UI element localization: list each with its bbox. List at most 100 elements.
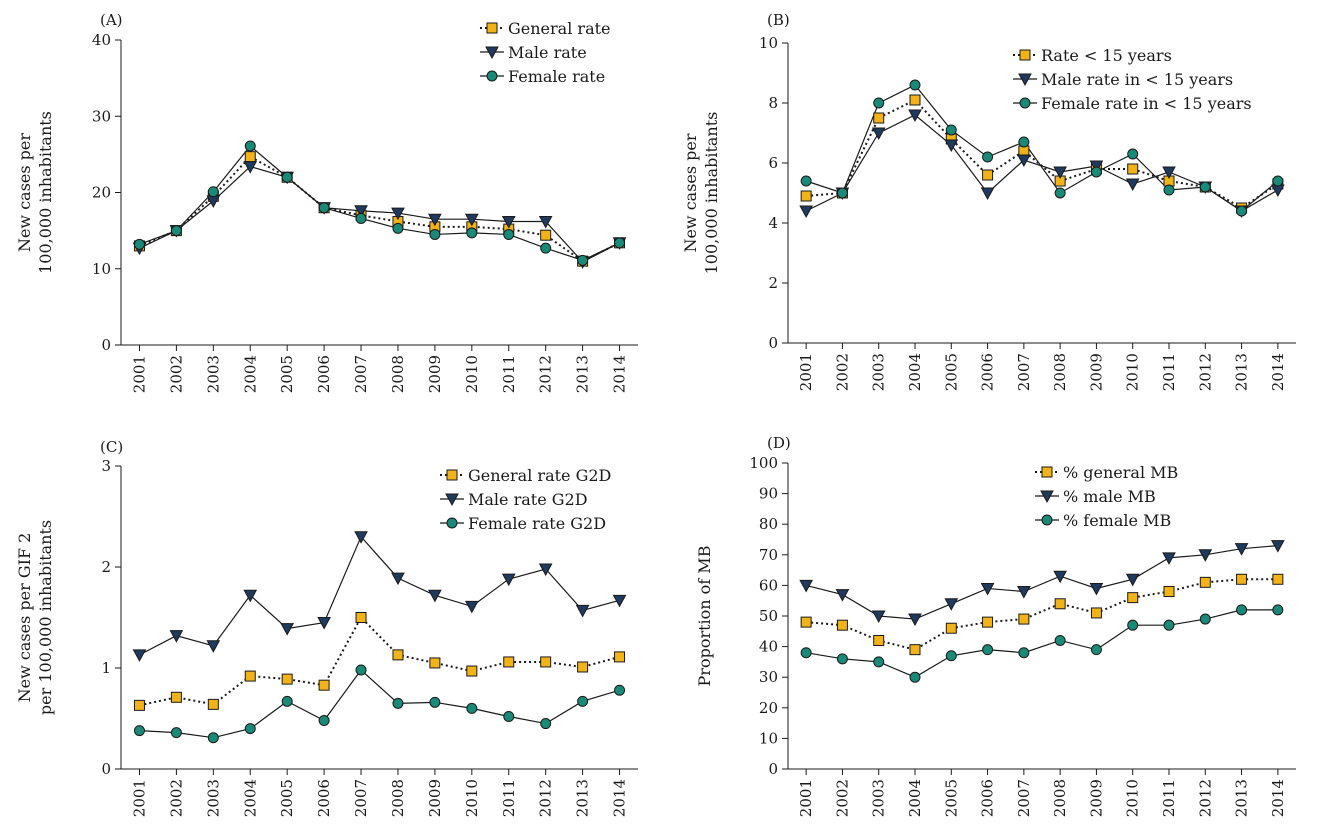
data-point-c-1 [206, 640, 221, 653]
data-point-a-1 [464, 213, 479, 227]
data-point-d-0 [1236, 573, 1248, 585]
legend-marker [446, 517, 458, 529]
data-point-b-0 [982, 169, 994, 181]
data-point-c-2 [614, 684, 626, 696]
x-tick-label: 2007 [352, 355, 370, 393]
x-tick-label: 2014 [611, 779, 629, 817]
data-point-c-2 [281, 695, 293, 707]
x-tick-label: 2001 [797, 779, 815, 817]
data-point-d-2 [909, 671, 921, 683]
data-point-d-2 [982, 644, 994, 656]
data-point-b-2 [1090, 166, 1102, 178]
panel-label-c: (C) [100, 438, 123, 456]
data-point-a-1 [538, 215, 553, 229]
y-tick-label: 0 [768, 760, 778, 778]
data-point-c-1 [169, 630, 184, 643]
legend-label: General rate G2D [468, 466, 611, 485]
data-point-b-0 [800, 190, 812, 202]
data-point-c-2 [244, 723, 256, 735]
y-tick-label: 10 [759, 729, 778, 747]
x-tick-label: 2011 [500, 779, 518, 817]
series-line-d-2 [806, 609, 1278, 678]
y-tick-label: 10 [92, 260, 111, 278]
panel-d: (D) 0 10 20 30 40 50 60 70 80 90 100 2001 2002 2003 200… [695, 434, 1296, 817]
x-tick-label: 2014 [1269, 779, 1287, 817]
panel-b: (B) 0 2 4 6 8 10 2001 2002 2003 2004 2005 2006 2007 20… [681, 11, 1296, 391]
y-tick-label: 50 [759, 607, 778, 625]
x-tick-label: 2005 [278, 779, 296, 817]
data-point-d-2 [1272, 604, 1284, 616]
data-point-d-0 [1054, 598, 1066, 610]
data-point-c-1 [575, 604, 590, 618]
data-point-c-0 [355, 612, 367, 623]
data-point-a-2 [170, 225, 182, 237]
legend-b: Rate < 15 years Male rate in < 15 years Fe… [1013, 46, 1252, 113]
x-tick-label: 2004 [906, 779, 924, 817]
data-point-c-1 [317, 617, 331, 630]
data-point-c-1 [354, 531, 368, 544]
y-axis-title-a: New cases per [15, 133, 34, 252]
data-point-d-0 [1090, 607, 1102, 619]
data-point-d-1 [1017, 586, 1031, 599]
x-tick-label: 2013 [574, 355, 592, 393]
data-point-a-0 [244, 151, 256, 163]
x-tick-label: 2009 [1087, 779, 1105, 817]
legend-label: Male rate [508, 43, 587, 62]
x-tick-label: 2006 [315, 355, 333, 393]
data-point-d-0 [1272, 573, 1284, 585]
data-point-c-1 [243, 589, 258, 603]
x-tick-label: 2011 [500, 355, 518, 393]
data-point-d-1 [1053, 570, 1067, 584]
data-point-c-1 [538, 563, 553, 577]
x-tick-label: 2005 [278, 355, 296, 393]
series-line-a-1 [139, 165, 620, 263]
y-tick-label: 80 [759, 515, 778, 533]
x-tick-label: 2002 [167, 779, 185, 817]
data-point-b-2 [1054, 187, 1066, 199]
data-point-a-2 [244, 140, 256, 152]
y-tick-label: 30 [759, 668, 778, 686]
series-line-b-1 [805, 114, 1279, 212]
data-point-b-2 [873, 97, 885, 109]
data-point-a-2 [207, 186, 219, 198]
data-point-c-0 [207, 698, 219, 710]
y-tick-label: 100 [749, 454, 778, 472]
data-point-a-2 [355, 212, 367, 224]
data-point-d-0 [982, 616, 994, 628]
x-tick-label: 2002 [167, 355, 185, 393]
x-tick-label: 2014 [611, 355, 629, 393]
x-tick-label: 2006 [315, 779, 333, 817]
data-point-d-2 [1127, 619, 1139, 631]
data-point-c-0 [281, 673, 293, 685]
data-point-a-0 [540, 229, 552, 241]
y-tick-label: 30 [92, 107, 111, 125]
y-tick-label: 10 [759, 34, 778, 52]
data-point-a-1 [501, 215, 516, 229]
data-point-a-2 [133, 238, 145, 250]
data-point-c-0 [577, 661, 589, 673]
data-point-c-1 [501, 573, 516, 587]
x-tick-label: 2008 [389, 355, 407, 393]
data-point-b-2 [909, 79, 921, 91]
panel-label-b: (B) [767, 11, 790, 29]
data-point-d-1 [835, 589, 850, 602]
data-point-d-1 [1089, 582, 1104, 596]
data-point-b-1 [1125, 178, 1140, 192]
x-tick-label: 2012 [537, 779, 555, 817]
y-axis-title-b: 100,000 inhabitants [702, 112, 721, 275]
data-point-a-1 [243, 161, 258, 174]
legend-a: General rate Male rate Female rate [480, 19, 611, 86]
y-tick-label: 20 [92, 184, 111, 202]
x-tick-label: 2002 [833, 353, 851, 391]
legend-label: Female rate [508, 67, 605, 86]
legend-label: Rate < 15 years [1041, 46, 1172, 65]
data-point-b-0 [909, 94, 921, 106]
y-tick-label: 70 [759, 546, 778, 564]
data-point-d-0 [836, 619, 848, 631]
data-point-c-0 [392, 649, 404, 661]
y-tick-label: 8 [768, 94, 778, 112]
data-point-a-2 [614, 237, 626, 249]
legend-label: General rate [508, 19, 611, 38]
x-tick-label: 2010 [463, 355, 481, 393]
data-point-d-1 [1125, 573, 1140, 587]
